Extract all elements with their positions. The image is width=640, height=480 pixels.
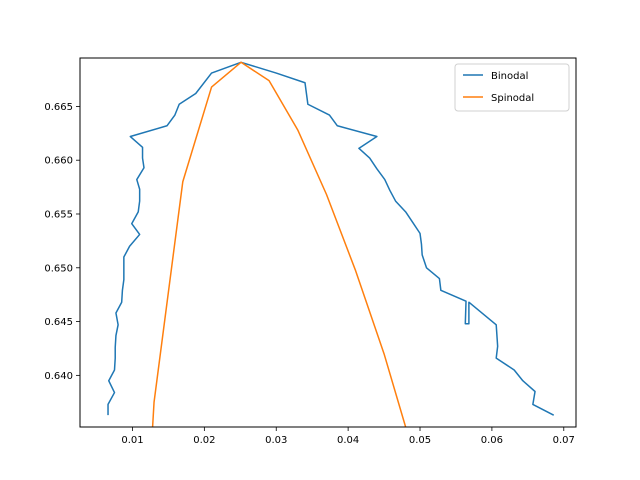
y-tick-label: 0.645 (44, 317, 73, 328)
plot-area (80, 58, 576, 427)
x-tick-label: 0.02 (193, 435, 215, 446)
x-tick-label: 0.03 (265, 435, 287, 446)
y-axis: 0.640 0.645 0.650 0.655 0.660 0.665 (44, 102, 80, 382)
y-tick-label: 0.655 (44, 209, 73, 220)
axes-frame (79, 57, 577, 428)
legend-label-binodal: Binodal (491, 71, 528, 82)
legend: Binodal Spinodal (454, 63, 570, 112)
x-tick-label: 0.01 (121, 435, 143, 446)
x-tick-label: 0.05 (409, 435, 431, 446)
y-tick-label: 0.640 (44, 371, 73, 382)
series-layer (107, 61, 555, 428)
y-tick-label: 0.660 (44, 156, 73, 167)
series-line-binodal (107, 61, 555, 416)
y-tick-label: 0.665 (44, 102, 73, 113)
axes-layer (79, 57, 577, 428)
x-tick-label: 0.04 (337, 435, 359, 446)
legend-frame (454, 63, 570, 112)
x-axis: 0.01 0.02 0.03 0.04 0.05 0.06 0.07 (121, 427, 575, 446)
y-tick-label: 0.650 (44, 263, 73, 274)
legend-label-spinodal: Spinodal (491, 93, 534, 104)
x-tick-label: 0.06 (481, 435, 503, 446)
x-tick-label: 0.07 (553, 435, 575, 446)
series-line-spinodal (151, 61, 407, 428)
